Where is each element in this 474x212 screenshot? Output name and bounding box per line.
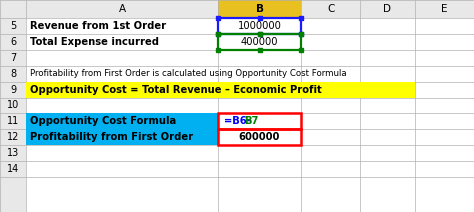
Text: B: B xyxy=(255,4,264,14)
Bar xyxy=(0,18,26,212)
Bar xyxy=(26,113,218,129)
Text: 14: 14 xyxy=(7,164,19,174)
Text: Opportunity Cost Formula: Opportunity Cost Formula xyxy=(30,116,176,126)
Text: 7: 7 xyxy=(10,53,16,63)
Text: 400000: 400000 xyxy=(241,37,278,47)
Bar xyxy=(26,129,218,145)
Bar xyxy=(218,113,301,129)
Text: 9: 9 xyxy=(10,85,16,95)
Text: 10: 10 xyxy=(7,100,19,110)
Text: Revenue from 1st Order: Revenue from 1st Order xyxy=(30,21,166,31)
Bar xyxy=(26,82,415,98)
Bar xyxy=(218,129,301,145)
Text: C: C xyxy=(327,4,334,14)
Text: Profitability from First Order is calculated using Opportunity Cost Formula: Profitability from First Order is calcul… xyxy=(30,69,346,78)
Text: 5: 5 xyxy=(10,21,16,31)
Text: 13: 13 xyxy=(7,148,19,158)
Text: 6: 6 xyxy=(10,37,16,47)
Text: B7: B7 xyxy=(244,116,258,126)
Text: Profitability from First Order: Profitability from First Order xyxy=(30,132,193,142)
Text: A: A xyxy=(118,4,126,14)
Text: 12: 12 xyxy=(7,132,19,142)
Bar xyxy=(218,34,301,50)
Text: 11: 11 xyxy=(7,116,19,126)
Text: 1000000: 1000000 xyxy=(237,21,282,31)
Text: Opportunity Cost = Total Revenue – Economic Profit: Opportunity Cost = Total Revenue – Econo… xyxy=(30,85,322,95)
Text: 600000: 600000 xyxy=(239,132,280,142)
Text: E: E xyxy=(441,4,447,14)
Text: =B6-: =B6- xyxy=(224,116,251,126)
Bar xyxy=(218,18,301,34)
Bar xyxy=(0,0,474,18)
Text: Total Expense incurred: Total Expense incurred xyxy=(30,37,159,47)
Bar xyxy=(218,0,301,18)
Text: D: D xyxy=(383,4,392,14)
Text: 8: 8 xyxy=(10,69,16,79)
